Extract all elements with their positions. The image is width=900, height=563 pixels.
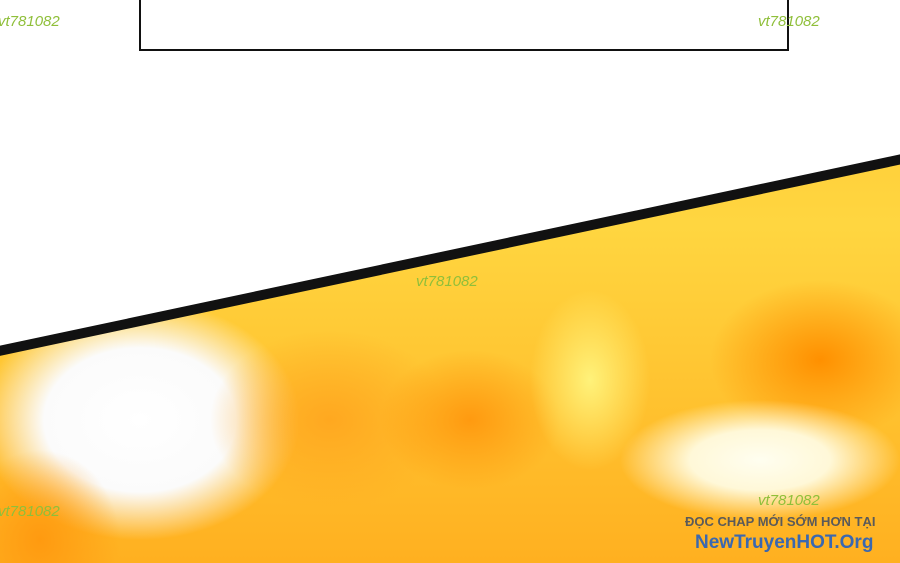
watermark: vt781082	[758, 492, 820, 509]
upper-panel-frame	[139, 0, 789, 51]
watermark: vt781082	[416, 273, 478, 290]
promo-site-link[interactable]: NewTruyenHOT.Org	[695, 532, 874, 553]
promo-text: ĐỌC CHAP MỚI SỚM HƠN TẠI	[685, 514, 876, 529]
watermark: vt781082	[0, 13, 60, 30]
watermark: vt781082	[758, 13, 820, 30]
watermark: vt781082	[0, 503, 60, 520]
